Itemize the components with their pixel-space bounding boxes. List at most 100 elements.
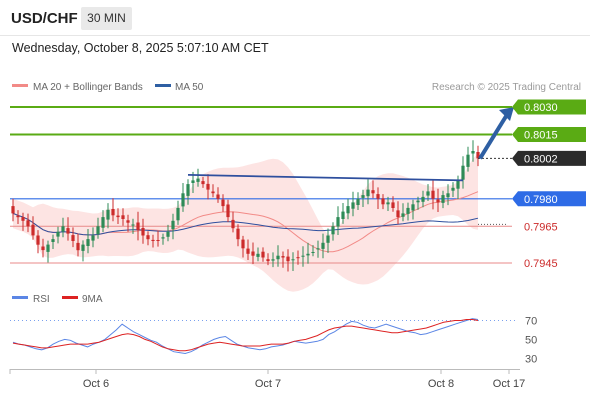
candle-body <box>356 198 360 205</box>
candle-body <box>271 259 275 261</box>
candle-body <box>296 257 300 259</box>
legend-swatch-ma20 <box>12 84 28 87</box>
candle-body <box>316 248 320 250</box>
candle-body <box>76 242 80 251</box>
credit-text: Research © 2025 Trading Central <box>432 82 581 93</box>
candle-body <box>321 242 325 249</box>
legend-label-9ma: 9MA <box>82 294 103 305</box>
candle-body <box>456 180 460 189</box>
candle-body <box>116 215 120 218</box>
rsi-ma-line <box>12 319 479 352</box>
candle-body <box>346 206 350 214</box>
candle-body <box>196 178 200 182</box>
time-tick-label: Oct 7 <box>255 378 281 390</box>
candle-body <box>426 191 430 196</box>
time-axis-ticks: Oct 6 Oct 7 Oct 8 Oct 17 <box>9 369 525 390</box>
candle-body <box>266 259 270 262</box>
candle-body <box>156 240 160 241</box>
level-tag-box <box>512 99 586 115</box>
legend-swatch-9ma <box>62 296 78 299</box>
time-tick-label: Oct 8 <box>428 378 454 390</box>
current-price-label: 0.8002 <box>524 153 558 165</box>
time-tick-label: Oct 17 <box>493 378 525 390</box>
candle-body <box>101 217 105 228</box>
candle-body <box>16 215 20 218</box>
ma50-line <box>12 212 479 236</box>
candle-body <box>206 183 210 190</box>
candle-body <box>376 194 380 199</box>
candle-body <box>46 244 50 252</box>
level-tag-pivot: 0.7980 <box>512 191 586 207</box>
candle-body <box>391 202 395 208</box>
candle-body <box>126 220 130 223</box>
candle-body <box>21 217 25 221</box>
candle-body <box>446 193 450 198</box>
candle-body <box>306 253 310 256</box>
candles <box>11 140 480 272</box>
candle-body <box>121 215 125 219</box>
candle-body <box>191 180 195 183</box>
forecast-arrow-shaft <box>478 111 510 160</box>
current-price-tag: 0.8002 <box>512 150 586 166</box>
candle-body <box>236 228 240 240</box>
trendline <box>187 174 464 182</box>
level-labels: 0.8030 0.8015 0.7980 0.7965 0.7945 0.8002 <box>512 99 586 270</box>
rsi-pane: 70 50 30 <box>10 316 537 365</box>
candle-body <box>401 213 405 217</box>
timeframe-button[interactable]: 30 MIN <box>81 7 132 30</box>
candle-body <box>336 217 340 227</box>
candle-body <box>381 198 385 205</box>
candle-body <box>106 209 110 220</box>
rsi-tick-label: 70 <box>525 316 537 328</box>
candle-body <box>221 199 225 207</box>
datetime-label: Wednesday, October 8, 2025 5:07:10 AM CE… <box>12 41 269 55</box>
candle-body <box>261 251 265 258</box>
candle-body <box>186 184 190 196</box>
candle-body <box>251 251 255 256</box>
candle-body <box>466 154 470 167</box>
chart-overlays <box>187 107 514 225</box>
candle-body <box>11 206 15 214</box>
candle-body <box>216 194 220 199</box>
candle-body <box>86 239 90 246</box>
candle-body <box>341 211 345 219</box>
candle-body <box>476 152 480 159</box>
level-label-support: 0.7945 <box>524 258 558 270</box>
candle-body <box>311 252 315 253</box>
candle-body <box>431 190 435 199</box>
candle-body <box>231 219 235 229</box>
candle-body <box>51 239 55 242</box>
candle-body <box>96 226 100 235</box>
candle-body <box>351 202 355 209</box>
level-tag-resistance: 0.8030 <box>512 99 586 115</box>
candle-body <box>366 189 370 197</box>
candle-body <box>256 253 260 257</box>
candle-body <box>81 244 85 251</box>
candle-body <box>151 239 155 241</box>
candle-body <box>416 200 420 203</box>
candle-body <box>281 256 285 258</box>
rsi-tick-label: 50 <box>525 334 537 346</box>
level-label-support: 0.7965 <box>524 221 558 233</box>
top-bar: USD/CHF 30 MIN <box>0 0 590 36</box>
candle-body <box>141 228 145 236</box>
candle-body <box>331 226 335 235</box>
candle-body <box>146 235 150 240</box>
candle-body <box>171 220 175 230</box>
candle-body <box>291 259 295 261</box>
candle-body <box>371 190 375 194</box>
candle-body <box>131 224 135 226</box>
symbol-title: USD/CHF <box>11 10 78 27</box>
moving-averages <box>12 191 479 253</box>
candle-body <box>176 207 180 221</box>
legend-swatch-ma50 <box>155 84 171 87</box>
candle-body <box>276 255 280 260</box>
candle-body <box>461 165 465 180</box>
candle-body <box>41 246 45 251</box>
legend-label-rsi: RSI <box>33 294 50 305</box>
candle-body <box>436 199 440 203</box>
level-tag-box <box>512 127 586 142</box>
candle-body <box>161 237 165 239</box>
legend-swatch-rsi <box>12 296 28 299</box>
rsi-line <box>12 318 479 355</box>
